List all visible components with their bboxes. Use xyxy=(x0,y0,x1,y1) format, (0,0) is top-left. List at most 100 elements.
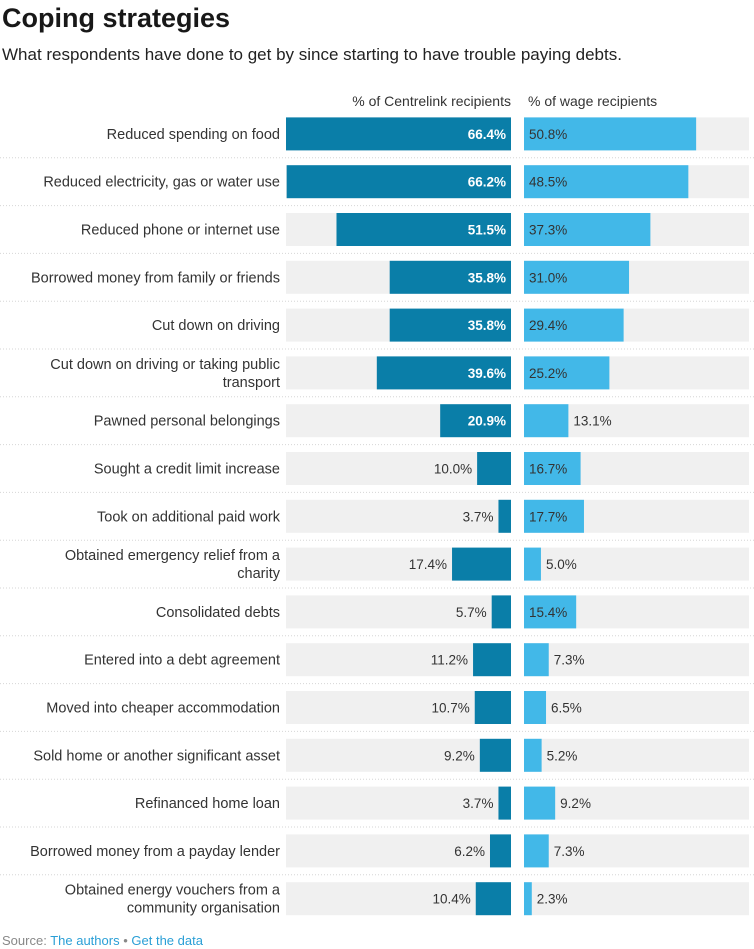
centrelink-value-label: 35.8% xyxy=(468,270,506,285)
centrelink-track xyxy=(286,452,511,485)
get-data-link[interactable]: Get the data xyxy=(131,933,203,948)
wage-bar xyxy=(524,691,547,724)
centrelink-track xyxy=(286,738,511,772)
centrelink-track xyxy=(286,882,511,916)
wage-value-label: 2.3% xyxy=(537,892,568,907)
wage-value-label: 9.2% xyxy=(560,796,591,811)
column-header-wage: % of wage recipients xyxy=(528,93,657,109)
wage-value-label: 48.5% xyxy=(529,175,567,190)
wage-bar xyxy=(524,404,569,438)
coping-strategies-chart: % of Centrelink recipients % of wage reci… xyxy=(0,93,754,917)
wage-bar xyxy=(524,499,584,533)
centrelink-value-label: 39.6% xyxy=(468,366,506,381)
wage-value-label: 16.7% xyxy=(529,462,567,477)
centrelink-bar xyxy=(491,595,511,629)
footer-separator: • xyxy=(123,933,128,948)
centrelink-bar xyxy=(477,452,511,485)
wage-bar xyxy=(524,786,556,820)
wage-bar xyxy=(524,595,577,629)
centrelink-bar xyxy=(473,643,511,677)
centrelink-value-label: 10.4% xyxy=(432,892,470,907)
category-label: Entered into a debt agreement xyxy=(84,653,280,669)
wage-track xyxy=(524,882,749,916)
wage-value-label: 5.2% xyxy=(547,748,578,763)
wage-bar xyxy=(524,213,651,246)
category-label: Obtained energy vouchers from a community… xyxy=(65,883,281,917)
centrelink-bar xyxy=(440,404,511,438)
centrelink-value-label: 9.2% xyxy=(444,748,475,763)
wage-bar xyxy=(524,356,610,390)
centrelink-value-label: 3.7% xyxy=(463,509,494,524)
centrelink-value-label: 66.2% xyxy=(468,175,506,190)
centrelink-value-label: 10.0% xyxy=(434,462,472,477)
wage-bar xyxy=(524,882,532,916)
centrelink-bar xyxy=(286,165,511,199)
category-label: Sold home or another significant asset xyxy=(33,748,280,764)
wage-value-label: 37.3% xyxy=(529,223,567,238)
category-label: Borrowed money from a payday lender xyxy=(30,844,280,860)
wage-track xyxy=(524,547,749,581)
wage-bar xyxy=(524,260,630,294)
centrelink-track xyxy=(286,691,511,724)
wage-bar xyxy=(524,643,549,677)
wage-track xyxy=(524,643,749,677)
centrelink-bar xyxy=(389,308,511,342)
centrelink-bar xyxy=(475,882,511,916)
wage-value-label: 15.4% xyxy=(529,605,567,620)
category-label: Obtained emergency relief from a charity xyxy=(65,548,281,582)
category-label: Reduced spending on food xyxy=(107,127,280,143)
category-label: Cut down on driving or taking public tran… xyxy=(50,357,280,391)
wage-bar xyxy=(524,547,541,581)
wage-value-label: 50.8% xyxy=(529,127,567,142)
centrelink-value-label: 66.4% xyxy=(468,127,506,142)
centrelink-bar xyxy=(498,499,511,533)
wage-value-label: 6.5% xyxy=(551,701,582,716)
centrelink-value-label: 6.2% xyxy=(454,844,485,859)
centrelink-bar xyxy=(479,738,511,772)
wage-track xyxy=(524,738,749,772)
wage-value-label: 13.1% xyxy=(573,414,611,429)
wage-bar xyxy=(524,117,697,151)
centrelink-track xyxy=(286,834,511,868)
wage-bar xyxy=(524,452,581,485)
centrelink-bar xyxy=(489,834,511,868)
category-label: Cut down on driving xyxy=(152,318,280,334)
centrelink-bar xyxy=(474,691,511,724)
centrelink-bar xyxy=(452,547,511,581)
column-header-centrelink: % of Centrelink recipients xyxy=(352,93,511,109)
category-label: Reduced electricity, gas or water use xyxy=(43,175,280,191)
centrelink-track xyxy=(286,786,511,820)
centrelink-value-label: 20.9% xyxy=(468,414,506,429)
category-label: Borrowed money from family or friends xyxy=(31,270,280,286)
wage-bar xyxy=(524,165,689,199)
centrelink-value-label: 10.7% xyxy=(431,701,469,716)
wage-value-label: 31.0% xyxy=(529,270,567,285)
wage-track xyxy=(524,691,749,724)
category-label: Pawned personal belongings xyxy=(94,414,280,430)
wage-value-label: 5.0% xyxy=(546,557,577,572)
centrelink-bar xyxy=(498,786,511,820)
wage-bar xyxy=(524,834,549,868)
source-link[interactable]: The authors xyxy=(50,933,120,948)
wage-value-label: 17.7% xyxy=(529,509,567,524)
centrelink-value-label: 17.4% xyxy=(409,557,447,572)
wage-track xyxy=(524,834,749,868)
wage-value-label: 7.3% xyxy=(554,653,585,668)
wage-bar xyxy=(524,308,624,342)
centrelink-track xyxy=(286,595,511,629)
category-label: Sought a credit limit increase xyxy=(94,462,280,478)
chart-subtitle: What respondents have done to get by sin… xyxy=(2,45,622,64)
category-label: Took on additional paid work xyxy=(97,509,281,525)
category-label: Reduced phone or internet use xyxy=(81,223,280,239)
wage-value-label: 25.2% xyxy=(529,366,567,381)
wage-track xyxy=(524,786,749,820)
chart-title: Coping strategies xyxy=(2,3,231,33)
centrelink-value-label: 5.7% xyxy=(456,605,487,620)
wage-value-label: 7.3% xyxy=(554,844,585,859)
category-label: Consolidated debts xyxy=(156,605,280,621)
centrelink-bar xyxy=(389,260,511,294)
centrelink-value-label: 11.2% xyxy=(431,653,468,668)
source-footer: Source: The authors • Get the data xyxy=(2,932,203,949)
centrelink-bar xyxy=(336,213,511,246)
centrelink-track xyxy=(286,499,511,533)
